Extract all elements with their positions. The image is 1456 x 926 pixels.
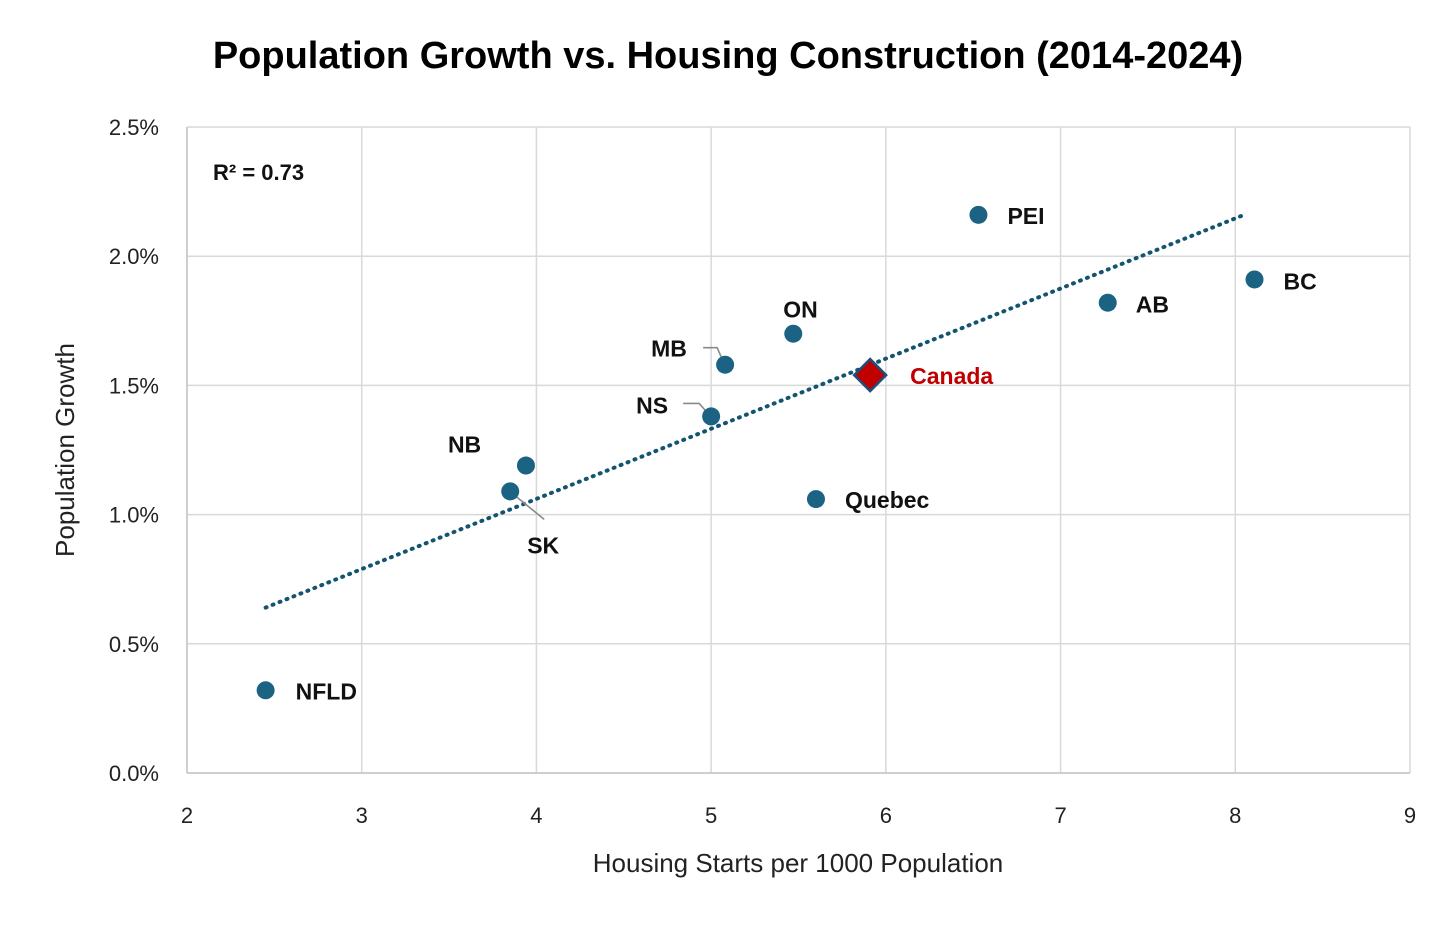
r-squared-annotation: R² = 0.73 bbox=[213, 160, 304, 185]
chart-title: Population Growth vs. Housing Constructi… bbox=[213, 35, 1243, 77]
y-tick-label: 2.0% bbox=[109, 244, 159, 269]
trendline-group bbox=[263, 212, 1247, 610]
point-ab bbox=[1098, 293, 1117, 312]
point-ns bbox=[702, 407, 721, 426]
y-tick-label: 0.0% bbox=[109, 761, 159, 786]
grid bbox=[187, 126, 1411, 773]
point-labels: NFLD SK NB NS MB ON Quebec PEI AB BC Canada bbox=[296, 203, 1317, 704]
point-nfld bbox=[256, 681, 275, 700]
point-mb bbox=[716, 355, 735, 374]
x-tick-label: 3 bbox=[356, 803, 368, 828]
point-bc bbox=[1245, 270, 1264, 289]
axes: 2 3 4 5 6 7 8 9 0.0% 0.5% 1.0% 1.5% 2.0% 2.5% bbox=[109, 115, 1416, 828]
point-canada-diamond bbox=[852, 357, 888, 393]
point-label-pei: PEI bbox=[1007, 203, 1044, 229]
x-tick-label: 7 bbox=[1054, 803, 1066, 828]
point-label-bc: BC bbox=[1284, 268, 1317, 294]
x-tick-label: 2 bbox=[181, 803, 193, 828]
point-nb bbox=[516, 456, 535, 475]
y-tick-label: 2.5% bbox=[109, 115, 159, 140]
point-on bbox=[784, 324, 803, 343]
x-tick-label: 6 bbox=[880, 803, 892, 828]
x-tick-label: 5 bbox=[705, 803, 717, 828]
y-tick-label: 1.5% bbox=[109, 373, 159, 398]
y-tick-label: 1.0% bbox=[109, 503, 159, 528]
point-label-nfld: NFLD bbox=[296, 678, 357, 704]
leader-lines bbox=[511, 346, 722, 520]
point-label-ns: NS bbox=[636, 392, 668, 418]
x-tick-label: 8 bbox=[1229, 803, 1241, 828]
x-tick-label: 9 bbox=[1404, 803, 1416, 828]
y-tick-label: 0.5% bbox=[109, 632, 159, 657]
point-label-sk: SK bbox=[527, 532, 559, 558]
point-sk bbox=[501, 482, 520, 501]
point-label-mb: MB bbox=[651, 336, 687, 362]
leader-line-ns bbox=[683, 402, 707, 412]
x-axis-label: Housing Starts per 1000 Population bbox=[593, 848, 1004, 878]
point-label-ab: AB bbox=[1136, 292, 1169, 318]
leader-line-sk bbox=[511, 492, 545, 520]
x-tick-label: 4 bbox=[530, 803, 542, 828]
y-axis-label: Population Growth bbox=[50, 343, 80, 557]
point-label-on: ON bbox=[783, 297, 818, 323]
point-pei bbox=[969, 205, 988, 224]
point-label-quebec: Quebec bbox=[845, 487, 930, 513]
point-label-canada: Canada bbox=[910, 363, 993, 389]
points-group bbox=[256, 205, 1264, 700]
trendline bbox=[263, 212, 1247, 610]
point-quebec bbox=[806, 490, 825, 509]
leader-line-mb bbox=[703, 346, 722, 358]
point-label-nb: NB bbox=[448, 432, 481, 458]
